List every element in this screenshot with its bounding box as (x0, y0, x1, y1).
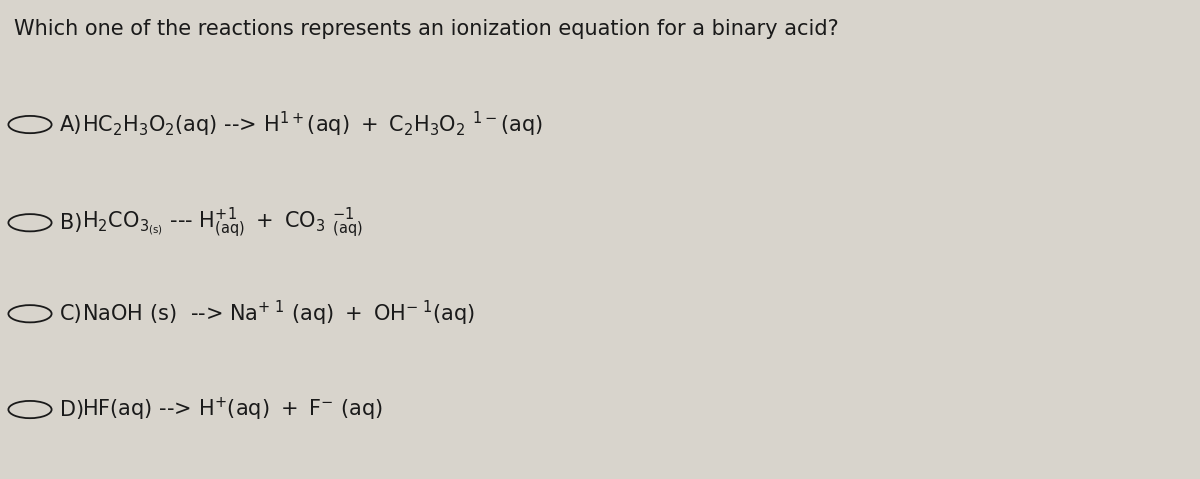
Text: C): C) (60, 304, 83, 324)
Text: Which one of the reactions represents an ionization equation for a binary acid?: Which one of the reactions represents an… (14, 19, 839, 39)
Text: D): D) (60, 399, 84, 420)
Text: A): A) (60, 114, 83, 135)
Text: B): B) (60, 213, 83, 233)
Text: $\mathregular{HF(aq)\ \text{-->}\ H^{+}(aq)\ +\ F^{-}\ (aq)}$: $\mathregular{HF(aq)\ \text{-->}\ H^{+}(… (82, 396, 383, 423)
Text: $\mathregular{H_2CO_{3_{(s)}}\ \text{---}\ H^{+1}_{(aq)}\ +\ CO_3\ ^{-1}_{(aq)}}: $\mathregular{H_2CO_{3_{(s)}}\ \text{---… (82, 205, 362, 240)
Text: $\mathregular{HC_2H_3O_2(aq)\ \text{-->}\ H^{1+}(aq)\ +\ C_2H_3O_2\ ^{1-}(aq)}$: $\mathregular{HC_2H_3O_2(aq)\ \text{-->}… (82, 110, 542, 139)
Text: $\mathregular{NaOH\ (s)\ \ \text{-->}\ Na^{+\ 1}\ (aq)\ +\ OH^{-\ 1}(aq)}$: $\mathregular{NaOH\ (s)\ \ \text{-->}\ N… (82, 299, 474, 328)
